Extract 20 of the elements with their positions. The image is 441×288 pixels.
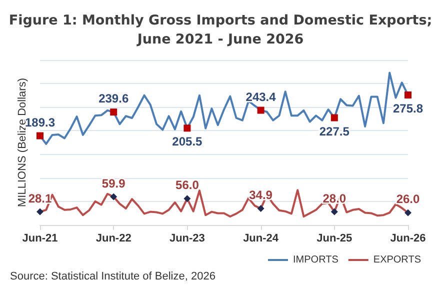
data-label: 275.8 <box>392 101 424 116</box>
data-label: 34.9 <box>249 188 273 202</box>
x-tick-label: Jun-21 <box>22 232 58 244</box>
data-label: 26.0 <box>396 192 420 206</box>
legend-label: EXPORTS <box>373 254 422 266</box>
chart-title: Figure 1: Monthly Gross Imports and Domestic Exports; June 2021 - June 2026 <box>8 12 432 48</box>
data-label: 205.5 <box>172 134 203 149</box>
data-label: 189.3 <box>24 115 56 130</box>
source-note: Source: Statistical Institute of Belize, 2026 <box>10 270 216 282</box>
data-label: 243.4 <box>246 90 276 104</box>
x-tick-label: Jun-24 <box>243 232 280 244</box>
data-label: 56.0 <box>176 178 200 192</box>
x-tick-label: Jun-25 <box>316 232 352 244</box>
x-tick-label: Jun-26 <box>390 232 426 244</box>
x-tick-label: Jun-23 <box>169 232 205 244</box>
data-label: 227.5 <box>319 124 350 138</box>
data-label: 59.9 <box>102 176 126 190</box>
legend-label: IMPORTS <box>293 254 339 266</box>
x-tick-label: Jun-22 <box>96 232 132 244</box>
data-label: 239.6 <box>98 92 129 106</box>
